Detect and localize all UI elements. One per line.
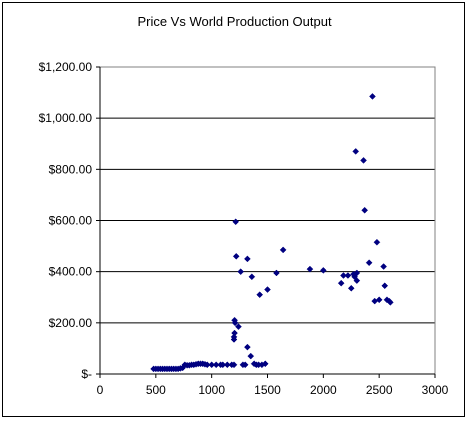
data-point [306,265,314,273]
data-point [347,284,355,292]
data-point [256,291,264,299]
data-point [344,272,352,279]
data-point [247,352,255,360]
data-point [223,361,231,369]
data-point [340,272,347,279]
data-point [237,268,245,276]
data-point [373,238,381,246]
data-point [231,319,239,327]
x-tick-label: 3000 [422,383,449,397]
chart-frame [2,2,465,417]
data-point [244,343,251,351]
x-tick-label: 500 [146,383,166,397]
data-point [353,277,361,284]
data-point [273,269,280,277]
x-tick-label: 0 [97,383,104,397]
x-tick-label: 2500 [366,383,393,397]
data-point [244,255,251,263]
y-tick-label: $1,000.00 [39,111,93,125]
data-point [386,299,394,306]
y-tick-label: $800.00 [49,162,93,176]
data-point [319,267,327,274]
data-points [150,93,394,373]
x-tick-label: 2000 [310,383,337,397]
y-tick-label: $600.00 [49,214,93,228]
y-tick-label: $1,200.00 [39,60,93,74]
data-point [208,361,216,369]
data-point [219,361,227,369]
axes: $- $200.00 $400.00 $600.00 $800.00 $1,000.00 $… [39,60,449,397]
data-point [230,361,238,369]
x-tick-label: 1500 [254,383,281,397]
data-point [369,93,376,100]
x-tick-label: 1000 [198,383,225,397]
y-tick-label: $400.00 [49,265,93,279]
data-point [337,279,345,287]
data-point [380,263,387,270]
data-point [375,296,383,304]
data-point [231,329,238,337]
data-point [352,148,360,155]
data-point [264,286,271,293]
data-point [279,246,287,254]
y-tick-label: $200.00 [49,316,93,330]
data-point [203,361,211,369]
data-point [361,206,369,214]
data-point [248,273,256,281]
data-point [235,323,242,331]
data-point [212,361,220,369]
data-point [261,360,269,368]
chart-title: Price Vs World Production Output [137,14,332,29]
data-point [232,252,240,260]
data-point [232,218,240,226]
data-point [365,259,373,267]
y-tick-label: $- [81,367,92,381]
data-point [360,157,367,164]
data-point [381,282,389,290]
data-point [241,361,249,369]
data-point [353,269,361,277]
